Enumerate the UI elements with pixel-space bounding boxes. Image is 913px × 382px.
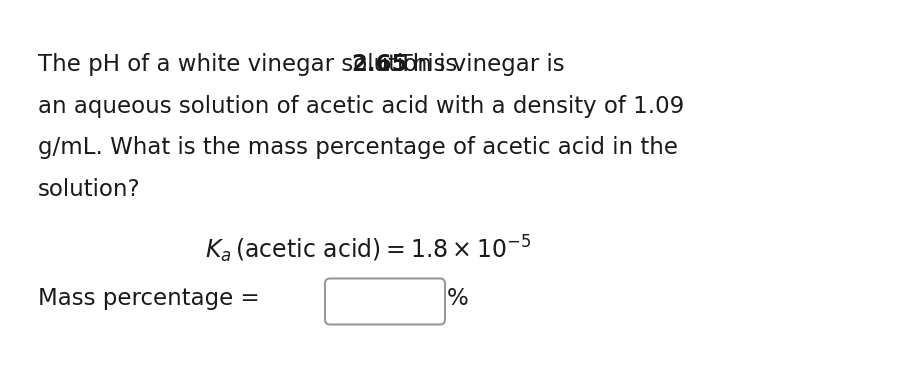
FancyBboxPatch shape (325, 278, 445, 324)
Text: solution?: solution? (38, 178, 141, 201)
Text: . This vinegar is: . This vinegar is (384, 53, 565, 76)
Text: Mass percentage =: Mass percentage = (38, 288, 259, 311)
Text: $K_a\,\mathrm{(acetic\ acid)} = 1.8 \times 10^{-5}$: $K_a\,\mathrm{(acetic\ acid)} = 1.8 \tim… (205, 233, 531, 265)
Text: The pH of a white vinegar solution is: The pH of a white vinegar solution is (38, 53, 465, 76)
Text: 2.65: 2.65 (352, 53, 408, 76)
Text: an aqueous solution of acetic acid with a density of 1.09: an aqueous solution of acetic acid with … (38, 94, 684, 118)
Text: g/mL. What is the mass percentage of acetic acid in the: g/mL. What is the mass percentage of ace… (38, 136, 678, 159)
Text: %: % (447, 288, 468, 311)
